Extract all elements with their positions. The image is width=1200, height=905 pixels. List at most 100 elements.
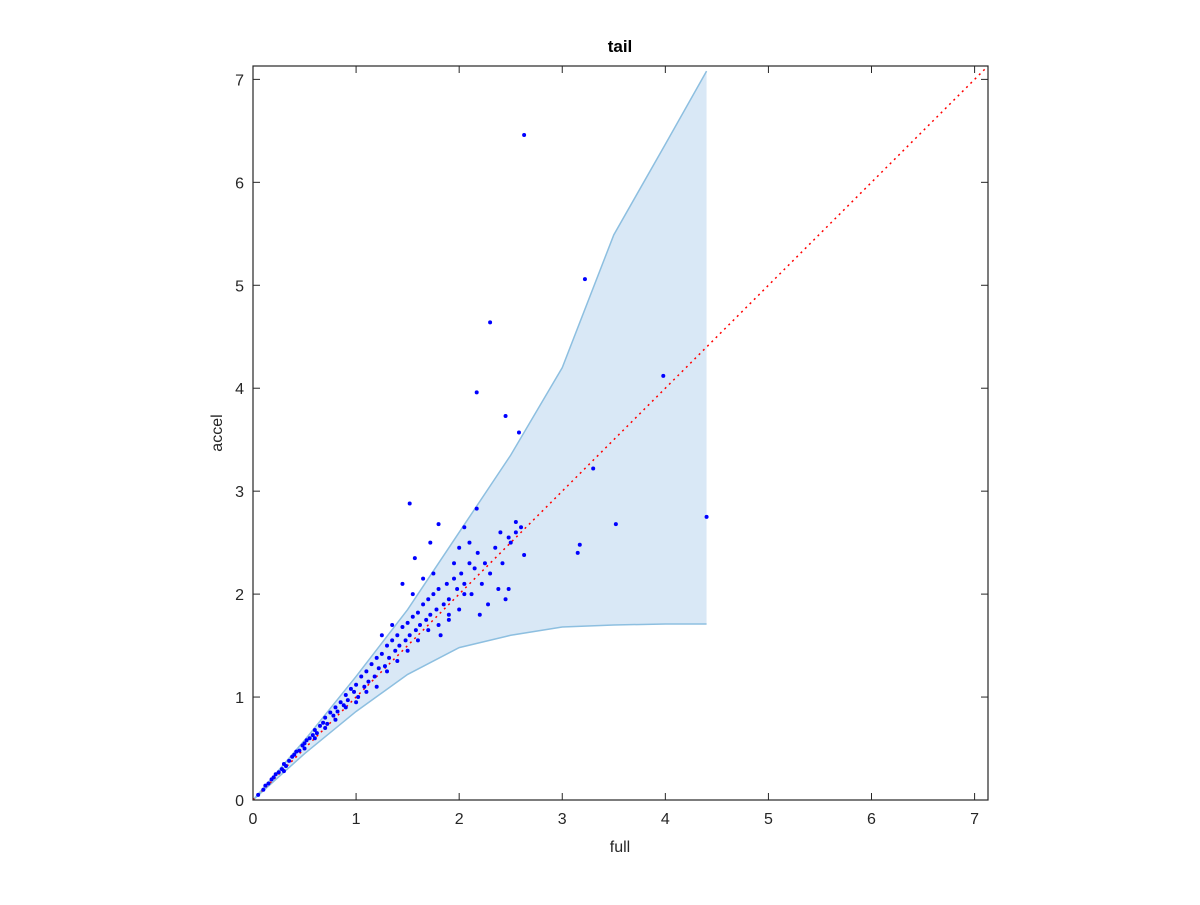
data-point — [513, 520, 518, 525]
data-point — [486, 602, 491, 607]
data-point — [410, 614, 415, 619]
data-point — [457, 607, 462, 612]
data-point — [354, 682, 359, 687]
y-tick-label: 1 — [235, 690, 244, 707]
data-point — [354, 700, 359, 705]
data-point — [421, 602, 426, 607]
data-point — [345, 698, 350, 703]
data-point — [312, 727, 317, 732]
y-tick-label: 6 — [235, 175, 244, 192]
data-point — [503, 414, 508, 419]
data-point — [452, 561, 457, 566]
data-point — [467, 540, 472, 545]
data-point — [312, 736, 317, 741]
data-point — [431, 592, 436, 597]
data-point — [314, 731, 319, 736]
data-point — [348, 686, 353, 691]
data-point — [417, 622, 422, 627]
y-tick-label: 0 — [235, 793, 244, 810]
data-point — [359, 674, 364, 679]
data-point — [335, 709, 340, 714]
data-point — [500, 561, 505, 566]
x-tick-label: 6 — [867, 811, 876, 828]
data-point — [482, 561, 487, 566]
data-point — [366, 679, 371, 684]
data-point — [441, 602, 446, 607]
data-point — [302, 746, 307, 751]
data-point — [496, 586, 501, 591]
data-point — [446, 597, 451, 602]
data-point — [307, 736, 312, 741]
reference-line — [252, 65, 989, 801]
data-point — [400, 625, 405, 630]
data-point — [379, 633, 384, 638]
data-point — [467, 561, 472, 566]
data-point — [457, 545, 462, 550]
data-point — [522, 552, 527, 557]
data-point — [385, 669, 390, 674]
data-point — [493, 545, 498, 550]
data-point — [412, 556, 417, 561]
data-point — [452, 576, 457, 581]
data-point — [364, 689, 369, 694]
x-tick-label: 7 — [970, 811, 979, 828]
data-point — [405, 648, 410, 653]
data-point — [410, 592, 415, 597]
data-point — [403, 638, 408, 643]
data-point — [343, 692, 348, 697]
data-point — [506, 535, 511, 540]
data-point — [382, 664, 387, 669]
data-point — [474, 506, 479, 511]
data-point — [522, 132, 527, 137]
data-point — [356, 695, 361, 700]
data-point — [343, 705, 348, 710]
data-point — [302, 741, 307, 746]
y-tick-label: 4 — [235, 381, 244, 398]
data-point — [519, 525, 524, 530]
data-point — [397, 643, 402, 648]
data-point — [415, 610, 420, 615]
data-point — [405, 620, 410, 625]
data-point — [582, 277, 587, 282]
data-point — [575, 550, 580, 555]
data-point — [271, 775, 276, 780]
data-point — [352, 689, 357, 694]
data-point — [415, 638, 420, 643]
data-point — [591, 466, 596, 471]
data-point — [292, 752, 297, 757]
y-tick-label: 5 — [235, 278, 244, 295]
data-point — [390, 622, 395, 627]
data-point — [436, 622, 441, 627]
data-point — [661, 373, 666, 378]
data-point — [462, 592, 467, 597]
x-axis-label: full — [610, 839, 630, 856]
data-point — [310, 733, 315, 738]
x-tick-label: 5 — [764, 811, 773, 828]
data-point — [338, 700, 343, 705]
data-point — [281, 769, 286, 774]
data-point — [263, 783, 268, 788]
x-tick-label: 2 — [455, 811, 464, 828]
data-point — [475, 550, 480, 555]
data-point — [323, 725, 328, 730]
data-point — [261, 787, 266, 792]
data-point — [436, 586, 441, 591]
data-point — [462, 581, 467, 586]
data-point — [369, 662, 374, 667]
data-point — [436, 522, 441, 527]
axes-box — [252, 65, 989, 801]
data-point — [508, 540, 513, 545]
data-point — [498, 530, 503, 535]
data-point — [503, 597, 508, 602]
data-point — [438, 633, 443, 638]
chart-title: tail — [608, 37, 633, 56]
data-point — [297, 748, 302, 753]
band-lower-line — [252, 623, 707, 801]
data-point — [434, 607, 439, 612]
data-point — [318, 723, 323, 728]
data-point — [488, 320, 493, 325]
data-point — [266, 781, 271, 786]
data-point — [446, 612, 451, 617]
data-point — [323, 715, 328, 720]
x-tick-label: 1 — [352, 811, 361, 828]
